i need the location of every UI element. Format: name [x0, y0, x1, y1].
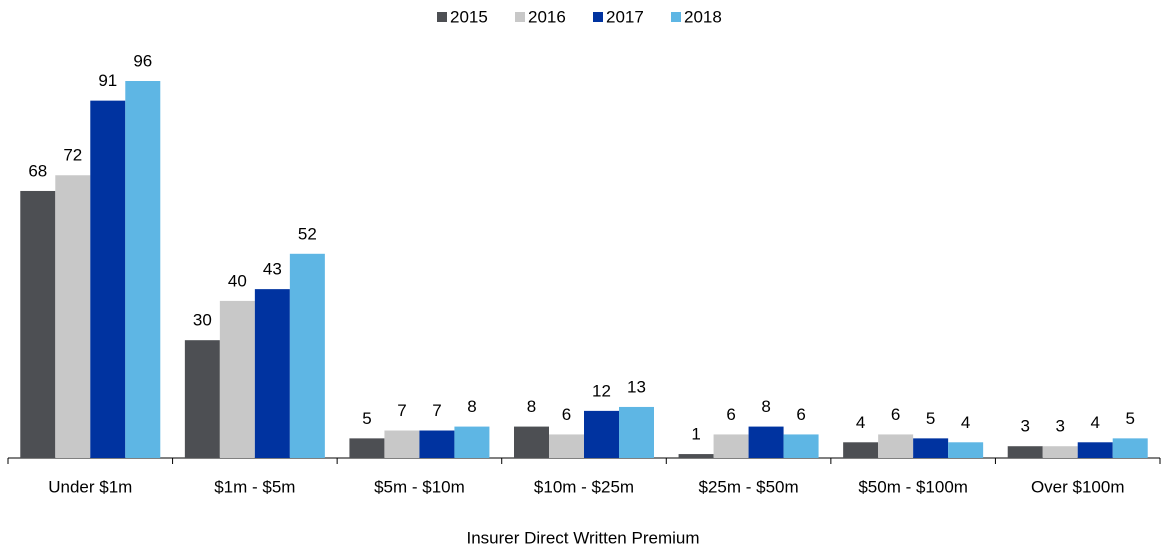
bar	[1042, 446, 1078, 458]
bar	[1112, 438, 1148, 458]
legend-swatch	[593, 12, 603, 22]
x-tick-label: $25m - $50m	[698, 477, 798, 496]
bar	[843, 442, 879, 458]
bar	[384, 430, 420, 458]
bar	[713, 434, 749, 458]
x-tick-label: Under $1m	[48, 477, 132, 496]
data-label: 72	[63, 146, 82, 165]
bar	[549, 434, 584, 458]
data-label: 1	[691, 425, 700, 444]
data-label: 8	[761, 397, 770, 416]
data-label: 6	[726, 405, 735, 424]
data-label: 68	[28, 161, 47, 180]
bar	[783, 434, 819, 458]
legend-label: 2017	[606, 7, 644, 26]
bar	[219, 300, 255, 458]
x-tick-label: $10m - $25m	[534, 477, 634, 496]
legend-swatch	[671, 12, 681, 22]
x-tick-label: $1m - $5m	[214, 477, 295, 496]
bar	[349, 438, 385, 458]
data-label: 96	[133, 51, 152, 70]
bar	[289, 253, 325, 458]
bar	[55, 175, 91, 458]
bar	[619, 406, 654, 458]
data-label: 3	[1020, 417, 1029, 436]
data-label: 8	[527, 397, 536, 416]
data-label: 13	[627, 377, 646, 396]
bar	[254, 289, 290, 458]
legend-label: 2016	[528, 7, 566, 26]
legend-swatch	[515, 12, 525, 22]
data-label: 6	[562, 405, 571, 424]
data-label: 4	[1090, 413, 1099, 432]
legend-label: 2015	[450, 7, 488, 26]
bar	[878, 434, 914, 458]
data-label: 6	[891, 405, 900, 424]
bar	[1077, 442, 1113, 458]
data-label: 52	[298, 224, 317, 243]
data-label: 43	[263, 260, 282, 279]
data-label: 7	[432, 401, 441, 420]
data-label: 91	[98, 71, 117, 90]
data-label: 12	[592, 381, 611, 400]
bar	[913, 438, 949, 458]
data-label: 40	[228, 271, 247, 290]
data-label: 30	[193, 311, 212, 330]
bar	[948, 442, 984, 458]
data-label: 6	[796, 405, 805, 424]
x-tick-label: $50m - $100m	[858, 477, 968, 496]
legend-swatch	[437, 12, 447, 22]
bar	[419, 430, 455, 458]
bar	[90, 100, 126, 459]
x-tick-label: Over $100m	[1031, 477, 1125, 496]
data-label: 8	[467, 397, 476, 416]
bar	[514, 426, 549, 458]
bar	[454, 426, 490, 458]
data-label: 4	[856, 413, 865, 432]
x-tick-label: $5m - $10m	[374, 477, 465, 496]
bar	[184, 340, 220, 458]
legend-label: 2018	[684, 7, 722, 26]
bar	[1007, 446, 1043, 458]
data-label: 5	[926, 409, 935, 428]
data-label: 3	[1055, 417, 1064, 436]
bar	[20, 190, 56, 459]
data-label: 4	[961, 413, 970, 432]
data-label: 7	[397, 401, 406, 420]
data-label: 5	[362, 409, 371, 428]
x-axis-title: Insurer Direct Written Premium	[466, 528, 699, 546]
bar	[584, 410, 619, 458]
data-label: 5	[1125, 409, 1134, 428]
bar	[125, 81, 161, 458]
bar	[678, 454, 714, 458]
bar	[748, 426, 784, 458]
